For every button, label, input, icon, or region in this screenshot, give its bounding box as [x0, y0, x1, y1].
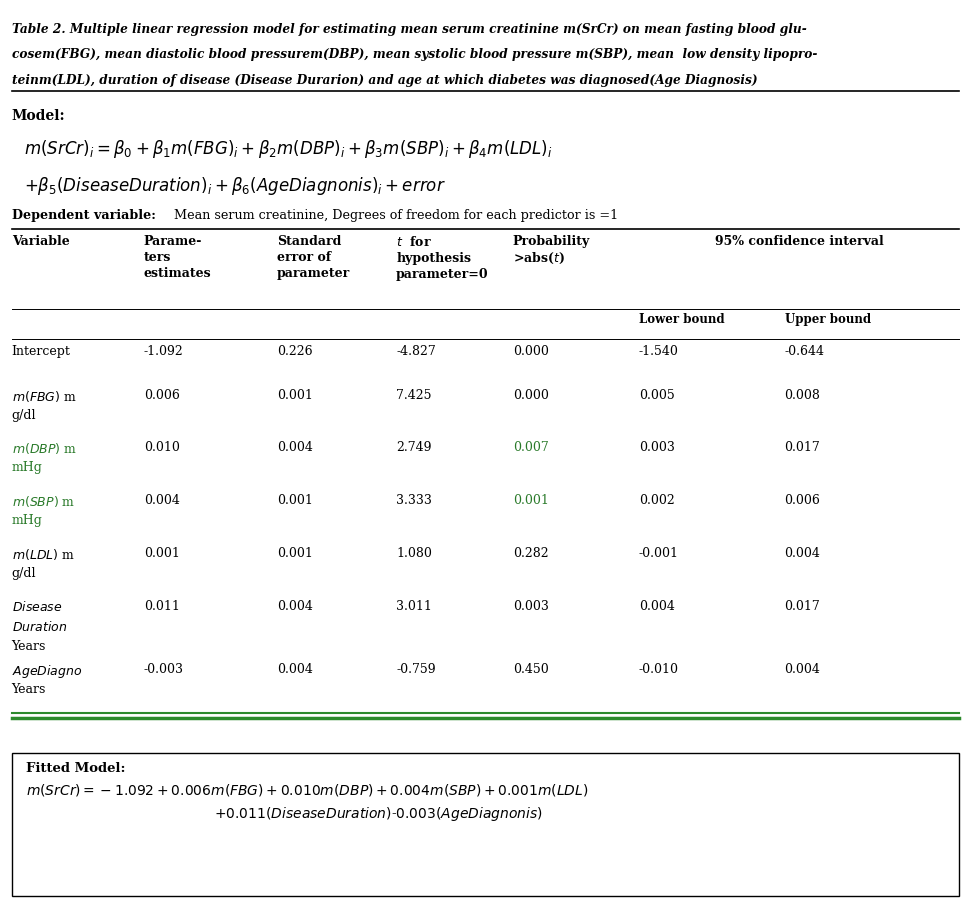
- Text: -1.092: -1.092: [144, 345, 184, 358]
- Text: Parame-
ters
estimates: Parame- ters estimates: [144, 235, 212, 279]
- Text: 0.000: 0.000: [513, 345, 549, 358]
- Text: Model:: Model:: [12, 109, 65, 123]
- Text: $m(FBG)$ m: $m(FBG)$ m: [12, 389, 77, 403]
- Text: -0.759: -0.759: [396, 663, 436, 676]
- Text: 0.001: 0.001: [144, 547, 180, 560]
- Text: 0.004: 0.004: [277, 441, 313, 454]
- Text: 0.006: 0.006: [785, 494, 820, 507]
- Text: 0.008: 0.008: [785, 389, 820, 401]
- Text: $m(LDL)$ m: $m(LDL)$ m: [12, 547, 75, 561]
- Text: 0.001: 0.001: [513, 494, 549, 507]
- Text: $t$  for
hypothesis
parameter=0: $t$ for hypothesis parameter=0: [396, 235, 488, 281]
- Text: 0.450: 0.450: [513, 663, 549, 676]
- Text: 95% confidence interval: 95% confidence interval: [715, 235, 884, 248]
- Text: 0.005: 0.005: [639, 389, 675, 401]
- Text: 3.333: 3.333: [396, 494, 432, 507]
- Text: 0.002: 0.002: [639, 494, 675, 507]
- Text: 0.017: 0.017: [785, 441, 820, 454]
- Text: Probability
>abs($t$): Probability >abs($t$): [513, 235, 590, 267]
- Text: $+0.011(DiseaseDuration)$-$0.003(AgeDiagnonis)$: $+0.011(DiseaseDuration)$-$0.003(AgeDiag…: [214, 805, 543, 824]
- Text: -0.010: -0.010: [639, 663, 679, 676]
- Text: 0.007: 0.007: [513, 441, 549, 454]
- Text: 0.004: 0.004: [144, 494, 180, 507]
- Text: 0.001: 0.001: [277, 547, 313, 560]
- Text: 0.004: 0.004: [639, 600, 675, 612]
- Text: 0.000: 0.000: [513, 389, 549, 401]
- Text: -4.827: -4.827: [396, 345, 436, 358]
- Text: Variable: Variable: [12, 235, 69, 248]
- Text: 0.001: 0.001: [277, 389, 313, 401]
- Text: 2.749: 2.749: [396, 441, 432, 454]
- Text: 0.004: 0.004: [277, 663, 313, 676]
- Text: -1.540: -1.540: [639, 345, 679, 358]
- Text: -0.003: -0.003: [144, 663, 184, 676]
- Text: 0.011: 0.011: [144, 600, 180, 612]
- Text: $m(SrCr)_i = \beta_0 + \beta_1 m(FBG)_i + \beta_2 m(DBP)_i + \beta_3 m(SBP)_i + : $m(SrCr)_i = \beta_0 + \beta_1 m(FBG)_i …: [24, 138, 552, 160]
- Text: 0.006: 0.006: [144, 389, 180, 401]
- Text: $+\beta_5(DiseaseDuration)_i + \beta_6(AgeDiagnonis)_i + error$: $+\beta_5(DiseaseDuration)_i + \beta_6(A…: [24, 175, 446, 197]
- Text: 0.004: 0.004: [277, 600, 313, 612]
- Text: Years: Years: [12, 640, 46, 652]
- Text: $m(SrCr) = -1.092 + 0.006m(FBG) + 0.010m(DBP) + 0.004m(SBP) + 0.001m(LDL)$: $m(SrCr) = -1.092 + 0.006m(FBG) + 0.010m…: [26, 782, 588, 798]
- Text: Intercept: Intercept: [12, 345, 71, 358]
- Text: -0.644: -0.644: [785, 345, 824, 358]
- Text: g/dl: g/dl: [12, 409, 36, 421]
- Text: mHg: mHg: [12, 461, 43, 474]
- Bar: [12, 753, 959, 896]
- Text: Table 2. Multiple linear regression model for estimating mean serum creatinine m: Table 2. Multiple linear regression mode…: [12, 23, 806, 35]
- Text: 0.003: 0.003: [639, 441, 675, 454]
- Text: 0.004: 0.004: [785, 663, 820, 676]
- Text: 0.017: 0.017: [785, 600, 820, 612]
- Text: mHg: mHg: [12, 514, 43, 527]
- Text: Standard
error of
parameter: Standard error of parameter: [277, 235, 350, 279]
- Text: Fitted Model:: Fitted Model:: [26, 762, 125, 774]
- Text: -0.001: -0.001: [639, 547, 679, 560]
- Text: Dependent variable:: Dependent variable:: [12, 209, 155, 222]
- Text: 0.004: 0.004: [785, 547, 820, 560]
- Text: 0.001: 0.001: [277, 494, 313, 507]
- Text: teinm(LDL), duration of disease (Disease Durarion) and age at which diabetes was: teinm(LDL), duration of disease (Disease…: [12, 74, 757, 86]
- Text: Lower bound: Lower bound: [639, 313, 724, 326]
- Text: 1.080: 1.080: [396, 547, 432, 560]
- Text: 0.010: 0.010: [144, 441, 180, 454]
- Text: Years: Years: [12, 683, 46, 696]
- Text: 3.011: 3.011: [396, 600, 432, 612]
- Text: $Duration$: $Duration$: [12, 620, 67, 633]
- Text: $Age Diagno$: $Age Diagno$: [12, 663, 83, 681]
- Text: Mean serum creatinine, Degrees of freedom for each predictor is =1: Mean serum creatinine, Degrees of freedo…: [170, 209, 619, 222]
- Text: g/dl: g/dl: [12, 567, 36, 580]
- Text: 0.003: 0.003: [513, 600, 549, 612]
- Text: cosem(FBG), mean diastolic blood pressurem(DBP), mean systolic blood pressure m(: cosem(FBG), mean diastolic blood pressur…: [12, 48, 817, 61]
- Text: 0.282: 0.282: [513, 547, 549, 560]
- Text: $Disease$: $Disease$: [12, 600, 62, 613]
- Text: $m(DBP)$ m: $m(DBP)$ m: [12, 441, 77, 456]
- Text: 0.226: 0.226: [277, 345, 313, 358]
- Text: 7.425: 7.425: [396, 389, 432, 401]
- Text: Upper bound: Upper bound: [785, 313, 871, 326]
- Text: $m(SBP)$ m: $m(SBP)$ m: [12, 494, 75, 509]
